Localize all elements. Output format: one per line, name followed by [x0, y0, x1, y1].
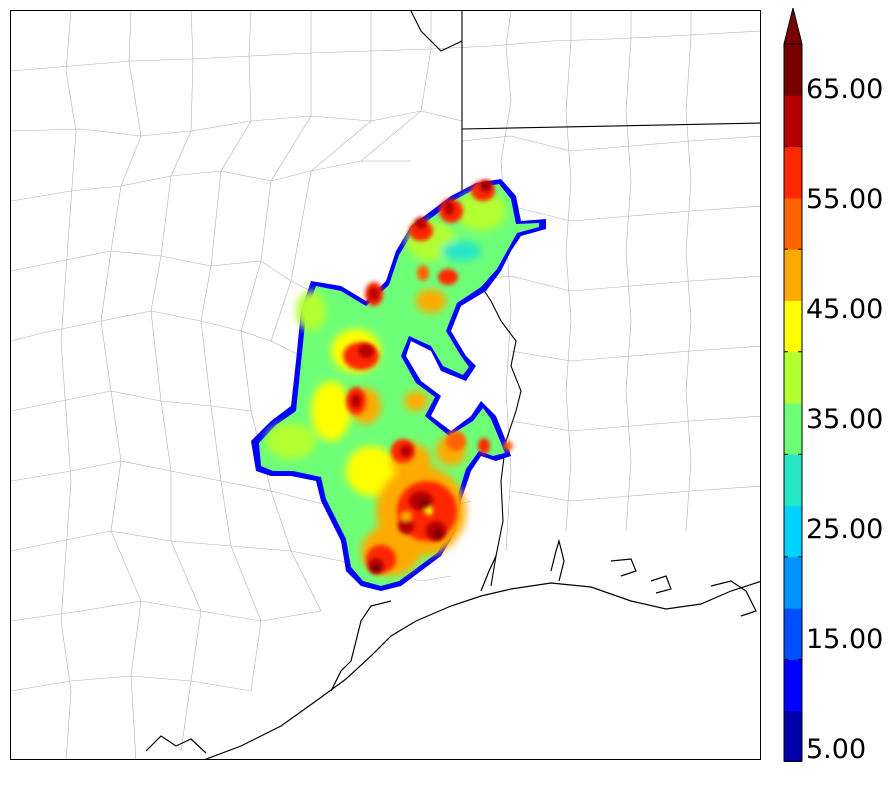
colorbar-segment [784, 403, 802, 455]
colorbar-segment [784, 556, 802, 609]
colorbar-label-45: 45.00 [806, 294, 884, 325]
colorbar-segment [784, 659, 802, 712]
colorbar-segment [784, 146, 802, 199]
colorbar-segment [784, 300, 802, 353]
colorbar-label-25: 25.00 [806, 514, 884, 545]
colorbar-segment [784, 351, 802, 404]
colorbar-border [783, 43, 803, 762]
coastline [145, 538, 760, 759]
echo-body [259, 184, 539, 586]
colorbar-segment [784, 710, 802, 762]
colorbar-label-5: 5.00 [806, 734, 867, 765]
colorbar-segment [784, 249, 802, 301]
colorbar-segment [784, 505, 802, 558]
reflectivity-field [251, 179, 546, 591]
colorbar-label-15: 15.00 [806, 624, 884, 655]
colorbar-segment [784, 95, 802, 148]
colorbar-label-65: 65.00 [806, 74, 884, 105]
colorbar-label-35: 35.00 [806, 404, 884, 435]
colorbar-segment [784, 197, 802, 250]
colorbar-segment [784, 608, 802, 660]
colorbar-label-55: 55.00 [806, 184, 884, 215]
radar-map [11, 11, 760, 759]
colorbar-segment [784, 454, 802, 507]
colorbar-segment [784, 44, 802, 96]
colorbar [783, 8, 803, 762]
colorbar-extend-arrow [783, 8, 803, 45]
map-panel [10, 10, 761, 760]
